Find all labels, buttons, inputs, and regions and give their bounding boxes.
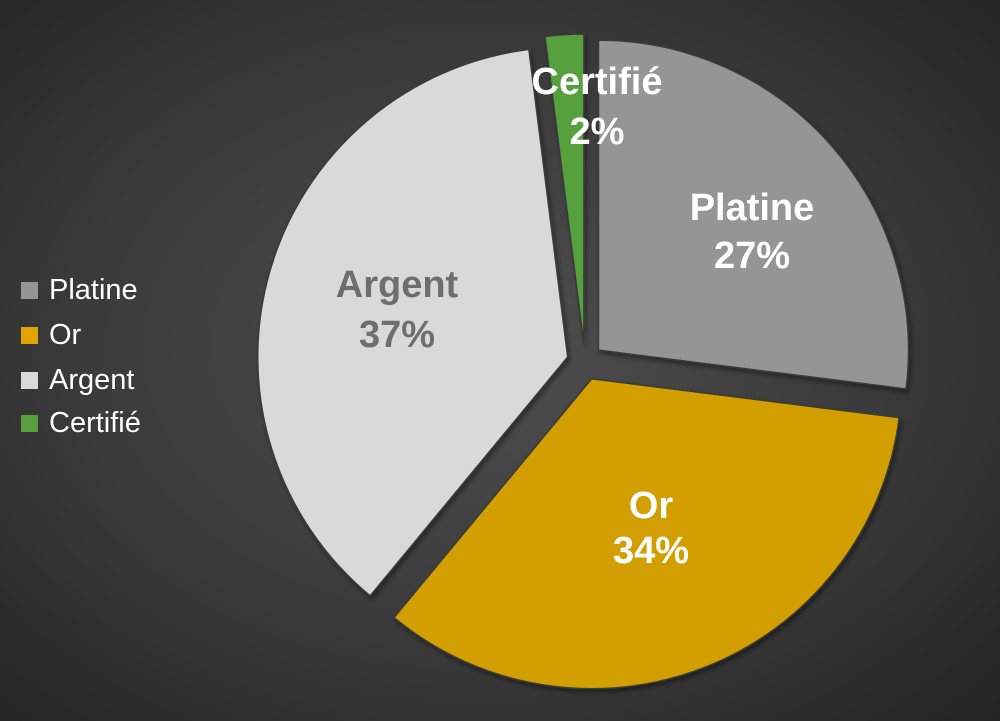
svg-text:2%: 2%: [570, 111, 625, 153]
svg-text:27%: 27%: [714, 235, 790, 277]
svg-text:Platine: Platine: [690, 187, 815, 229]
svg-text:37%: 37%: [359, 314, 435, 356]
svg-text:Certifié: Certifié: [532, 61, 663, 103]
svg-text:Or: Or: [629, 485, 674, 527]
svg-text:Argent: Argent: [336, 264, 459, 306]
svg-text:34%: 34%: [613, 530, 689, 572]
